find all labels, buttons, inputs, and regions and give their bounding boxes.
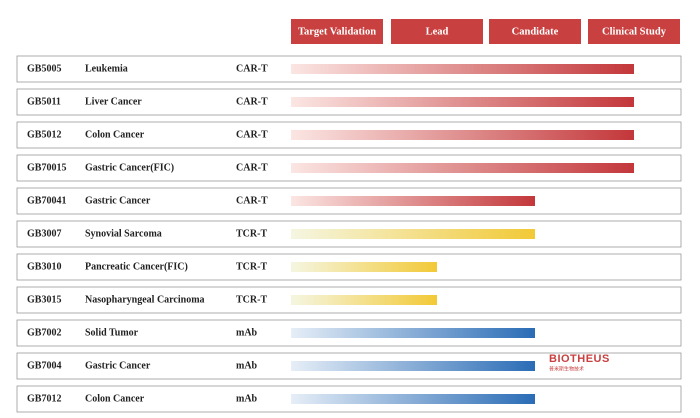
progress-bar bbox=[291, 394, 535, 404]
row-modality: TCR-T bbox=[236, 294, 267, 305]
row-code: GB5005 bbox=[27, 63, 61, 74]
row-modality: mAb bbox=[236, 360, 258, 371]
progress-bar bbox=[291, 262, 437, 272]
row-code: GB3010 bbox=[27, 261, 61, 272]
row-indication: Gastric Cancer bbox=[85, 360, 151, 371]
progress-bar bbox=[291, 229, 535, 239]
row-indication: Nasopharyngeal Carcinoma bbox=[85, 294, 205, 305]
stage-label: Target Validation bbox=[298, 26, 376, 37]
progress-bar bbox=[291, 64, 634, 74]
row-modality: CAR-T bbox=[236, 96, 268, 107]
progress-bar bbox=[291, 97, 634, 107]
row-modality: TCR-T bbox=[236, 228, 267, 239]
row-modality: mAb bbox=[236, 393, 258, 404]
progress-bar bbox=[291, 328, 535, 338]
row-indication: Gastric Cancer bbox=[85, 195, 151, 206]
row-code: GB70041 bbox=[27, 195, 66, 206]
logo-name: BIOTHEUS bbox=[549, 353, 610, 365]
row-modality: mAb bbox=[236, 327, 258, 338]
stage-label: Lead bbox=[426, 26, 449, 37]
row-code: GB7004 bbox=[27, 360, 61, 371]
row-modality: CAR-T bbox=[236, 129, 268, 140]
progress-bar bbox=[291, 295, 437, 305]
row-modality: TCR-T bbox=[236, 261, 267, 272]
stage-header bbox=[489, 19, 581, 44]
row-indication: Colon Cancer bbox=[85, 129, 145, 140]
stage-header bbox=[588, 19, 680, 44]
stage-label: Clinical Study bbox=[602, 26, 667, 37]
progress-bar bbox=[291, 130, 634, 140]
row-indication: Synovial Sarcoma bbox=[85, 228, 162, 239]
row-code: GB7012 bbox=[27, 393, 61, 404]
stage-header bbox=[291, 19, 383, 44]
row-code: GB5011 bbox=[27, 96, 61, 107]
row-indication: Colon Cancer bbox=[85, 393, 145, 404]
row-indication: Solid Tumor bbox=[85, 327, 139, 338]
progress-bar bbox=[291, 163, 634, 173]
stage-header bbox=[391, 19, 483, 44]
row-indication: Pancreatic Cancer(FIC) bbox=[85, 261, 188, 272]
progress-bar bbox=[291, 196, 535, 206]
row-indication: Liver Cancer bbox=[85, 96, 142, 107]
logo-subtitle: 普米斯生物技术 bbox=[549, 366, 584, 373]
row-code: GB3015 bbox=[27, 294, 61, 305]
row-code: GB3007 bbox=[27, 228, 61, 239]
row-indication: Leukemia bbox=[85, 63, 128, 74]
row-modality: CAR-T bbox=[236, 195, 268, 206]
stage-label: Candidate bbox=[512, 26, 559, 37]
row-indication: Gastric Cancer(FIC) bbox=[85, 162, 174, 173]
row-code: GB7002 bbox=[27, 327, 61, 338]
row-modality: CAR-T bbox=[236, 63, 268, 74]
row-modality: CAR-T bbox=[236, 162, 268, 173]
row-code: GB70015 bbox=[27, 162, 66, 173]
progress-bar bbox=[291, 361, 535, 371]
row-code: GB5012 bbox=[27, 129, 61, 140]
